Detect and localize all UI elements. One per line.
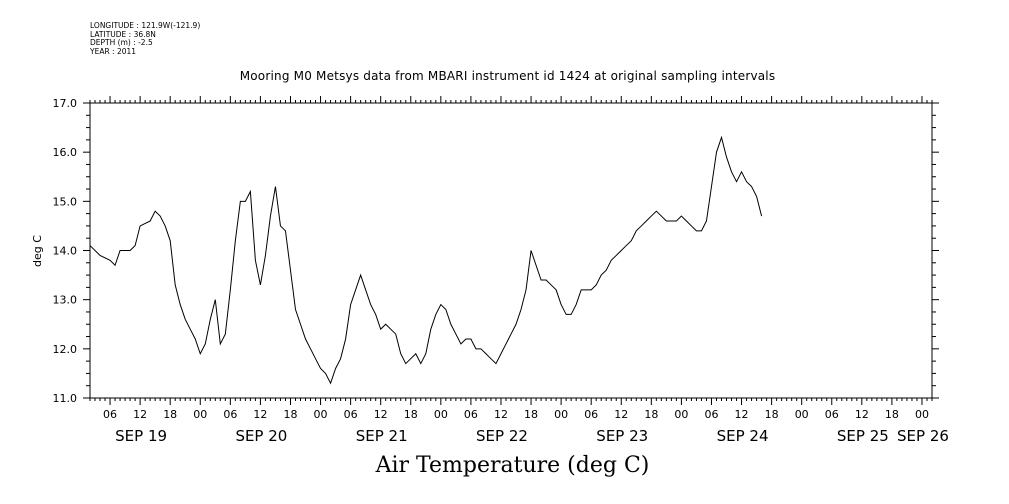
x-axis-title-text: Air Temperature (deg C)	[375, 453, 650, 478]
x-day-label: SEP 20	[235, 427, 287, 445]
x-hour-label: 06	[704, 408, 718, 421]
x-hour-label: 06	[103, 408, 117, 421]
x-day-label: SEP 25	[837, 427, 889, 445]
series-line	[89, 135, 763, 385]
x-hour-label: 00	[314, 408, 328, 421]
chart-title: Mooring M0 Metsys data from MBARI instru…	[0, 69, 1009, 83]
longitude-text: LONGITUDE : 121.9W(-121.9)	[90, 21, 201, 30]
x-hour-label: 18	[765, 408, 779, 421]
depth-text: DEPTH (m) : -2.5	[90, 38, 153, 48]
x-hour-label: 06	[344, 408, 358, 421]
x-hour-label: 12	[253, 408, 267, 421]
y-tick-label: 14.0	[53, 245, 78, 258]
x-hour-label: 06	[825, 408, 839, 421]
x-hour-label: 12	[855, 408, 869, 421]
x-hour-label: 06	[223, 408, 237, 421]
x-hour-label: 00	[674, 408, 688, 421]
x-hour-label: 18	[283, 408, 297, 421]
x-day-label: SEP 24	[717, 427, 769, 445]
y-tick-label: 11.0	[53, 392, 78, 405]
x-hour-label: 00	[554, 408, 568, 421]
x-hour-label: 18	[163, 408, 177, 421]
x-hour-label: 06	[464, 408, 478, 421]
x-day-label: SEP 21	[356, 427, 408, 445]
x-hour-label: 00	[795, 408, 809, 421]
x-hour-label: 18	[524, 408, 538, 421]
y-tick-label: 16.0	[53, 146, 78, 159]
x-hour-label: 00	[434, 408, 448, 421]
year-text: YEAR : 2011	[90, 46, 137, 56]
x-axis-title: Air Temperature (deg C)	[0, 453, 1009, 478]
latitude-text: LATITUDE : 36.8N	[90, 29, 156, 39]
metadata-block: LONGITUDE : 121.9W(-121.9) LATITUDE : 36…	[90, 21, 201, 56]
x-day-label: SEP 26	[897, 427, 949, 445]
y-tick-label: 13.0	[53, 294, 78, 307]
y-axis-label: deg C	[31, 235, 44, 267]
x-day-label: SEP 23	[596, 427, 648, 445]
x-hour-label: 18	[885, 408, 899, 421]
x-hour-label: 12	[614, 408, 628, 421]
x-hour-label: 00	[915, 408, 929, 421]
y-tick-label: 15.0	[53, 195, 78, 208]
y-tick-label: 12.0	[53, 343, 78, 356]
x-hour-label: 00	[193, 408, 207, 421]
x-day-label: SEP 22	[476, 427, 528, 445]
y-tick-label: 17.0	[53, 97, 78, 110]
x-hour-label: 12	[133, 408, 147, 421]
chart-title-text: Mooring M0 Metsys data from MBARI instru…	[239, 69, 776, 83]
x-hour-label: 06	[584, 408, 598, 421]
x-hour-label: 12	[374, 408, 388, 421]
x-day-label: SEP 19	[115, 427, 167, 445]
x-hour-label: 12	[494, 408, 508, 421]
x-hour-label: 18	[644, 408, 658, 421]
plot-frame	[89, 102, 933, 399]
x-hour-label: 12	[735, 408, 749, 421]
axis-labels: 11.0 12.0 13.0 14.0 15.0 16.0 17.0 06 12 18 00 06 12…	[53, 97, 949, 445]
axis-ticks	[83, 96, 939, 405]
x-hour-label: 18	[404, 408, 418, 421]
